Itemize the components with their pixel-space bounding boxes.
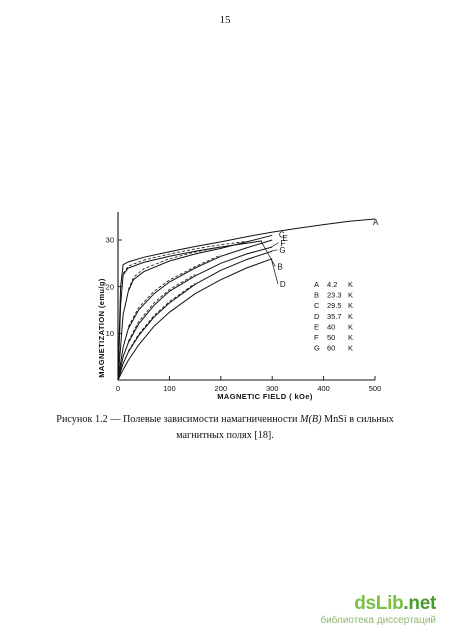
series-G-line (117, 250, 273, 381)
series-E-dashed-line (127, 254, 221, 327)
legend-unit: K (348, 280, 353, 289)
page-number: 15 (219, 14, 231, 26)
curve-label-E: E (282, 234, 287, 243)
y-tick-label: 20 (106, 282, 114, 291)
x-tick-label: 100 (163, 384, 176, 393)
curve-D-leader (270, 258, 279, 284)
caption-line2: магнитных полях [18]. (176, 430, 274, 441)
legend-value: 35.7 (327, 312, 342, 321)
x-tick-label: 0 (116, 384, 120, 393)
curve-label-C: C (279, 230, 285, 239)
series-B-dashed-line (122, 241, 247, 274)
curve-label-G: G (279, 246, 285, 255)
x-tick-label: 200 (215, 384, 228, 393)
brand-logo: dsLib.net (354, 593, 436, 614)
caption-prefix: Рисунок 1.2 — Полевые зависимости намагн… (56, 414, 300, 425)
legend-letter: G (314, 344, 320, 353)
legend-letter: B (314, 291, 319, 300)
legend-unit: K (348, 312, 353, 321)
legend-letter: D (314, 312, 320, 321)
y-tick-label: 30 (106, 236, 114, 245)
curve-B-leader (260, 240, 276, 267)
chart-axes: 0 100 200 300 400 500 10 20 30 (106, 212, 382, 393)
site-watermark: dsLib.net библиотека диссертаций (296, 594, 436, 627)
caption-middle: MnSi в сильных (321, 414, 394, 425)
x-axis-label: MAGNETIC FIELD ( kOe) (217, 392, 313, 401)
chart-curves (117, 218, 376, 381)
curve-label-D: D (280, 280, 286, 289)
legend-letter: E (314, 322, 319, 331)
x-tick-label: 400 (317, 384, 330, 393)
series-C-dashed-line (127, 246, 221, 291)
y-axis-label: MAGNETIZATION (emu/g) (97, 278, 106, 378)
legend-unit: K (348, 301, 353, 310)
curve-label-B: B (277, 263, 282, 272)
curve-label-A: A (373, 218, 379, 227)
brand-tagline: библиотека диссертаций (320, 615, 436, 626)
legend-value: 50 (327, 333, 335, 342)
series-G-dashed-line (127, 283, 196, 352)
curve-label-F: F (280, 239, 285, 248)
legend-value: 23.3 (327, 291, 342, 300)
caption-math: M(B) (299, 414, 322, 425)
legend-value: 40 (327, 322, 335, 331)
legend-letter: A (314, 280, 319, 289)
series-F-dashed-line (127, 274, 196, 342)
series-C-line (117, 234, 273, 381)
series-A-line (117, 218, 376, 381)
legend-unit: K (348, 333, 353, 342)
series-D-line (117, 258, 273, 381)
x-tick-label: 500 (369, 384, 382, 393)
series-E-line (117, 239, 273, 381)
legend-value: 29.5 (327, 301, 342, 310)
legend-unit: K (348, 322, 353, 331)
legend-value: 4.2 (327, 280, 337, 289)
curve-F-leader (271, 242, 279, 248)
legend-unit: K (348, 291, 353, 300)
y-tick-label: 10 (106, 329, 114, 338)
figure-caption: Рисунок 1.2 — Полевые зависимости намагн… (30, 412, 420, 444)
legend-letter: F (314, 333, 319, 342)
series-F-line (117, 246, 273, 381)
chart-legend: A 4.2 K B 23.3 K C 29.5 K D 35.7 K E 40 K F 50 K G 60 K (314, 280, 353, 353)
legend-unit: K (348, 344, 353, 353)
legend-letter: C (314, 301, 320, 310)
x-tick-label: 300 (266, 384, 279, 393)
legend-value: 60 (327, 344, 335, 353)
curve-G-leader (271, 249, 278, 252)
